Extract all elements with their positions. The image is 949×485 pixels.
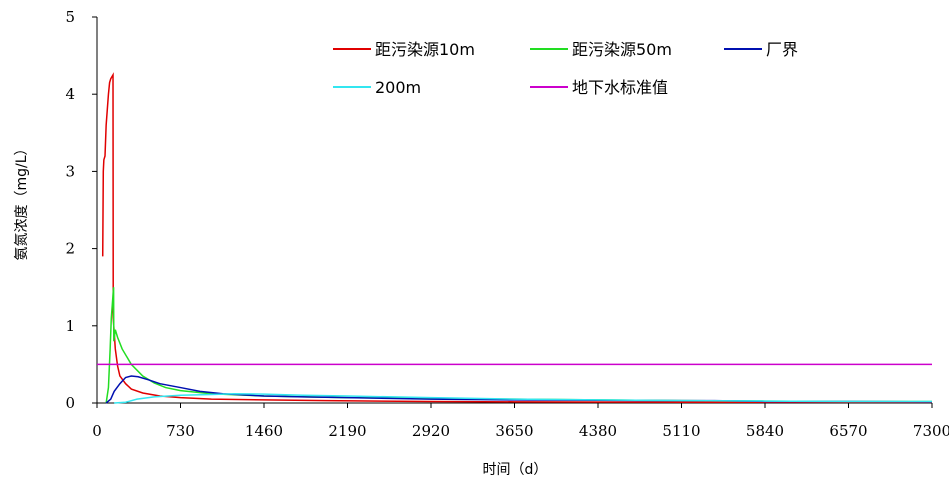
legend-label-4: 地下水标准值 <box>572 78 668 97</box>
x-tick-label: 5110 <box>662 422 700 440</box>
axes: 0 1 2 3 4 5 0 730 1460 2190 2920 3650 4380 5110 5840 65… <box>65 8 949 440</box>
legend: 距污染源10m 距污染源50m 厂界 200m 地下水标准值 <box>333 40 798 97</box>
legend-label-0: 距污染源10m <box>375 40 475 59</box>
x-tick-label: 4380 <box>579 422 617 440</box>
x-tick-label: 6570 <box>829 422 867 440</box>
y-tick-label: 3 <box>65 162 75 180</box>
x-tick-label: 0 <box>92 422 102 440</box>
x-tick-label: 2920 <box>412 422 450 440</box>
series-layer <box>97 72 933 404</box>
y-tick-label: 0 <box>65 394 75 412</box>
series-line-3 <box>114 392 932 404</box>
y-tick-label: 1 <box>65 317 75 335</box>
y-tick-label: 2 <box>65 240 75 258</box>
x-tick-label: 7300 <box>913 422 949 440</box>
y-tick-label: 4 <box>65 85 75 103</box>
x-tick-label: 3650 <box>495 422 533 440</box>
legend-label-1: 距污染源50m <box>572 40 672 59</box>
series-line-1 <box>105 287 932 404</box>
x-axis-label: 时间（d） <box>483 462 548 478</box>
legend-label-2: 厂界 <box>766 40 798 59</box>
y-axis-label: 氨氮浓度（mg/L） <box>14 141 30 260</box>
series-line-0 <box>101 72 932 403</box>
y-tick-label: 5 <box>65 8 75 26</box>
x-tick-label: 2190 <box>328 422 366 440</box>
x-tick-label: 1460 <box>245 422 283 440</box>
legend-label-3: 200m <box>375 78 421 97</box>
x-tick-label: 5840 <box>746 422 784 440</box>
x-tick-label: 730 <box>166 422 195 440</box>
